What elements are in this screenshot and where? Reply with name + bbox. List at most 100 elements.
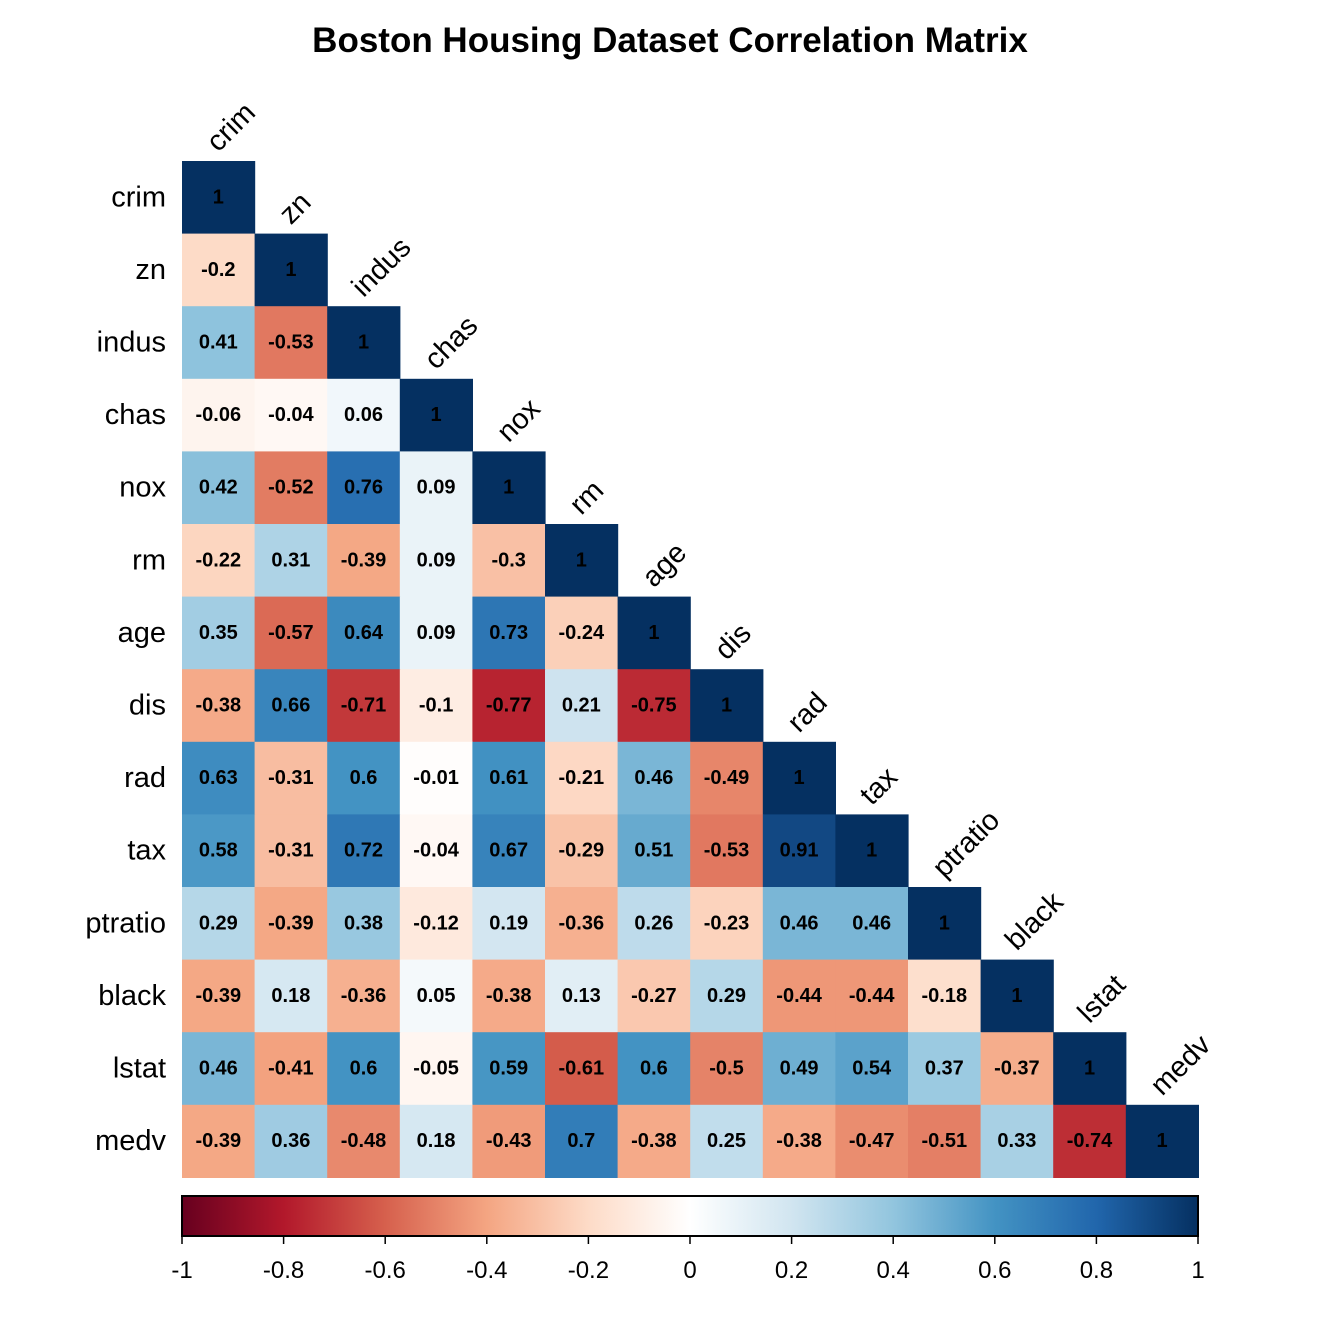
heatmap-cell-rad-crim	[182, 741, 256, 815]
heatmap-cell-medv-rad	[762, 1104, 836, 1178]
heatmap-cell-medv-lstat	[1053, 1104, 1127, 1178]
heatmap-cell-medv-indus	[327, 1104, 401, 1178]
column-label-black: black	[999, 886, 1070, 957]
heatmap-cell-age-chas	[399, 596, 473, 670]
heatmap-cell-rad-nox	[472, 741, 546, 815]
cell-value-label: -0.2	[201, 259, 235, 281]
cell-value-label: 0.05	[417, 985, 456, 1007]
column-label-age: age	[636, 537, 693, 594]
heatmap-cell-nox-nox	[472, 451, 546, 525]
heatmap-cell-medv-ptratio	[908, 1104, 982, 1178]
heatmap-cell-lstat-nox	[472, 1032, 546, 1106]
cell-value-label: 0.18	[417, 1130, 456, 1152]
colorbar: -1 -0.8 -0.6 -0.4 -0.2 0 0.2 0.4 0.6 0.8 1	[171, 1195, 1205, 1284]
cell-value-label: -0.75	[631, 695, 677, 717]
cell-value-label: 0.58	[199, 840, 238, 862]
row-label-lstat: lstat	[113, 1053, 166, 1085]
heatmap-cell-chas-zn	[254, 378, 328, 452]
cell-value-label: 0.18	[271, 985, 310, 1007]
heatmap-cell-black-age	[617, 959, 691, 1033]
heatmap-cell-black-ptratio	[908, 959, 982, 1033]
heatmap-cell-medv-rm	[545, 1104, 619, 1178]
heatmap-cell-medv-age	[617, 1104, 691, 1178]
heatmap-cell-rad-rad	[762, 741, 836, 815]
cell-value-label: 0.67	[489, 840, 528, 862]
heatmap-cell-tax-dis	[690, 814, 764, 888]
heatmap-cell-age-indus	[327, 596, 401, 670]
heatmap-cell-lstat-rm	[545, 1032, 619, 1106]
cell-value-label: 0.6	[350, 1058, 378, 1080]
heatmap-cell-age-zn	[254, 596, 328, 670]
cell-value-label: -0.38	[486, 985, 532, 1007]
heatmap-cell-lstat-lstat	[1053, 1032, 1127, 1106]
column-label-tax: tax	[854, 761, 904, 811]
row-label-nox: nox	[119, 472, 166, 504]
cell-value-label: -0.53	[704, 840, 750, 862]
cell-value-label: -0.39	[196, 985, 242, 1007]
heatmap-cell-ptratio-rad	[762, 887, 836, 961]
cell-value-label: -0.18	[922, 985, 968, 1007]
cell-value-label: -0.21	[559, 767, 605, 789]
cell-value-label: -0.37	[994, 1058, 1040, 1080]
heatmap-cell-nox-zn	[254, 451, 328, 525]
cell-value-label: 1	[648, 622, 659, 644]
cell-value-label: 1	[1011, 985, 1022, 1007]
cell-value-label: -0.47	[849, 1130, 895, 1152]
cell-value-label: 0.09	[417, 622, 456, 644]
heatmap-cell-ptratio-chas	[399, 887, 473, 961]
heatmap-cell-ptratio-dis	[690, 887, 764, 961]
heatmap-cell-zn-crim	[182, 233, 256, 307]
heatmap-cell-lstat-black	[980, 1032, 1054, 1106]
cell-value-label: -0.43	[486, 1130, 532, 1152]
cell-value-label: 0.26	[634, 912, 673, 934]
cell-value-label: 0.54	[852, 1058, 892, 1080]
column-label-rad: rad	[781, 686, 833, 738]
row-label-black: black	[98, 980, 166, 1012]
cell-value-label: -0.36	[341, 985, 387, 1007]
cell-value-label: -0.44	[849, 985, 895, 1007]
heatmap-cell-medv-tax	[835, 1104, 909, 1178]
cell-value-label: -0.51	[922, 1130, 968, 1152]
cell-value-label: 0.76	[344, 477, 383, 499]
cell-value-label: -0.71	[341, 695, 387, 717]
cell-value-label: -0.29	[559, 840, 605, 862]
colorbar-tick-label: -0.8	[263, 1257, 304, 1284]
cell-value-label: 0.13	[562, 985, 601, 1007]
cell-value-label: 0.46	[199, 1058, 238, 1080]
cell-value-label: 0.46	[634, 767, 673, 789]
heatmap-cell-dis-age	[617, 669, 691, 743]
cell-value-label: 0.29	[707, 985, 746, 1007]
cell-value-label: 0.51	[634, 840, 673, 862]
heatmap-cell-lstat-rad	[762, 1032, 836, 1106]
column-label-rm: rm	[564, 474, 611, 521]
column-label-chas: chas	[418, 310, 484, 376]
cell-value-label: -0.31	[268, 767, 314, 789]
cell-value-label: -0.39	[268, 912, 314, 934]
heatmap-cell-black-black	[980, 959, 1054, 1033]
cell-value-label: -0.57	[268, 622, 314, 644]
cell-value-label: -0.31	[268, 840, 314, 862]
cell-value-label: 0.46	[780, 912, 819, 934]
heatmap-cell-ptratio-indus	[327, 887, 401, 961]
cell-value-label: -0.74	[1067, 1130, 1113, 1152]
heatmap-cell-rm-chas	[399, 524, 473, 598]
cell-value-label: -0.06	[196, 404, 242, 426]
heatmap-cell-zn-zn	[254, 233, 328, 307]
cell-value-label: -0.48	[341, 1130, 387, 1152]
cell-value-label: -0.77	[486, 695, 532, 717]
column-label-crim: crim	[201, 97, 262, 158]
heatmap-cell-lstat-tax	[835, 1032, 909, 1106]
heatmap-cell-dis-nox	[472, 669, 546, 743]
heatmap-cell-nox-crim	[182, 451, 256, 525]
cell-value-label: 1	[939, 912, 950, 934]
heatmap-cell-dis-zn	[254, 669, 328, 743]
heatmap-cell-tax-rad	[762, 814, 836, 888]
heatmap-cell-nox-chas	[399, 451, 473, 525]
cell-value-label: -0.3	[491, 549, 525, 571]
cell-value-label: 1	[794, 767, 805, 789]
heatmap-cell-medv-medv	[1125, 1104, 1199, 1178]
heatmap-cell-lstat-age	[617, 1032, 691, 1106]
heatmap-cell-chas-chas	[399, 378, 473, 452]
heatmap-cell-ptratio-zn	[254, 887, 328, 961]
cell-value-label: 1	[721, 695, 732, 717]
